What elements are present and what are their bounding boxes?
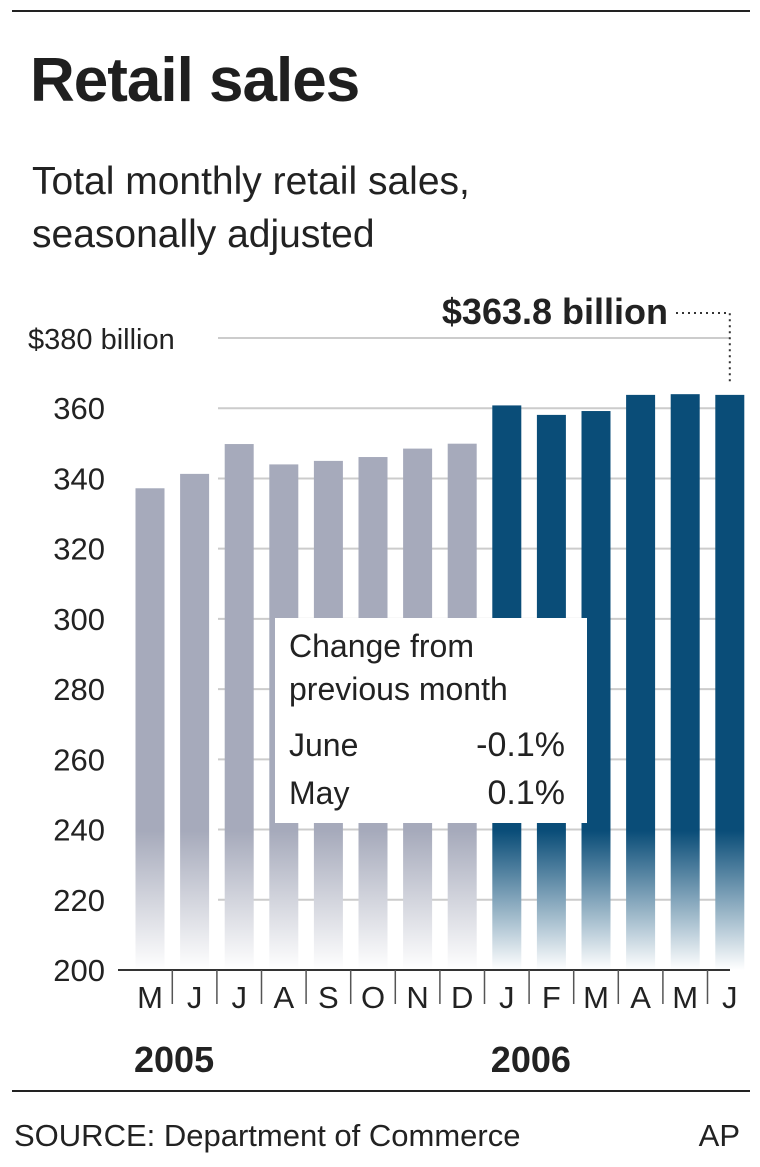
x-tick-label-6: N (406, 980, 428, 1015)
y-tick-label-260: 260 (53, 742, 105, 777)
inset-title-line-2: previous month (289, 671, 508, 707)
x-tick-label-12: M (672, 980, 698, 1015)
y-tick-label-300: 300 (53, 602, 105, 637)
subtitle-line-2: seasonally adjusted (32, 213, 375, 256)
x-tick-label-0: M (137, 980, 163, 1015)
x-tick-label-10: M (583, 980, 609, 1015)
y-tick-label-220: 220 (53, 883, 105, 918)
x-tick-label-9: F (542, 980, 561, 1015)
x-tick-label-13: J (722, 980, 738, 1015)
y-tick-label-340: 340 (53, 461, 105, 496)
y-tick-label-200: 200 (53, 953, 105, 988)
y-tick-label-320: 320 (53, 532, 105, 567)
bar-11 (626, 394, 656, 970)
bar-0 (135, 488, 165, 970)
retail-sales-bar-chart: 200 220 240 260 280 300 320 340 360 $380 billion M… (28, 291, 745, 1080)
annotation-label: $363.8 billion (442, 291, 668, 332)
x-tick-label-2: J (231, 980, 247, 1015)
x-tick-label-1: J (187, 980, 203, 1015)
inset-row-value-1: 0.1% (488, 774, 566, 812)
top-rule (12, 10, 750, 12)
y-tick-label-380: $380 billion (28, 324, 175, 356)
inset-box (275, 618, 587, 823)
y-tick-label-360: 360 (53, 391, 105, 426)
year-label-2005: 2005 (134, 1039, 214, 1080)
x-tick-label-4: S (318, 980, 339, 1015)
subtitle-line-1: Total monthly retail sales, (32, 160, 470, 203)
x-tick-label-11: A (630, 980, 651, 1015)
x-tick-label-3: A (273, 980, 294, 1015)
bar-12 (670, 394, 700, 970)
source-note: SOURCE: Department of Commerce (14, 1118, 521, 1153)
y-tick-label-240: 240 (53, 813, 105, 848)
chart-title: Retail sales (30, 46, 360, 115)
credit-label: AP (698, 1118, 740, 1153)
year-label-2006: 2006 (491, 1039, 571, 1080)
inset-row-label-0: June (289, 727, 358, 763)
bar-2 (224, 444, 254, 971)
chart-subtitle: Total monthly retail sales, seasonally a… (32, 155, 470, 261)
inset-row-value-0: -0.1% (476, 726, 565, 764)
inset-row-label-1: May (289, 775, 349, 811)
x-tick-label-5: O (361, 980, 385, 1015)
bar-1 (180, 473, 210, 970)
inset-title-line-1: Change from (289, 628, 474, 664)
y-tick-label-280: 280 (53, 672, 105, 707)
x-tick-label-8: J (499, 980, 515, 1015)
bar-13 (715, 394, 745, 970)
annotation-leader (676, 312, 731, 385)
bottom-rule (12, 1090, 750, 1092)
x-tick-label-7: D (451, 980, 473, 1015)
